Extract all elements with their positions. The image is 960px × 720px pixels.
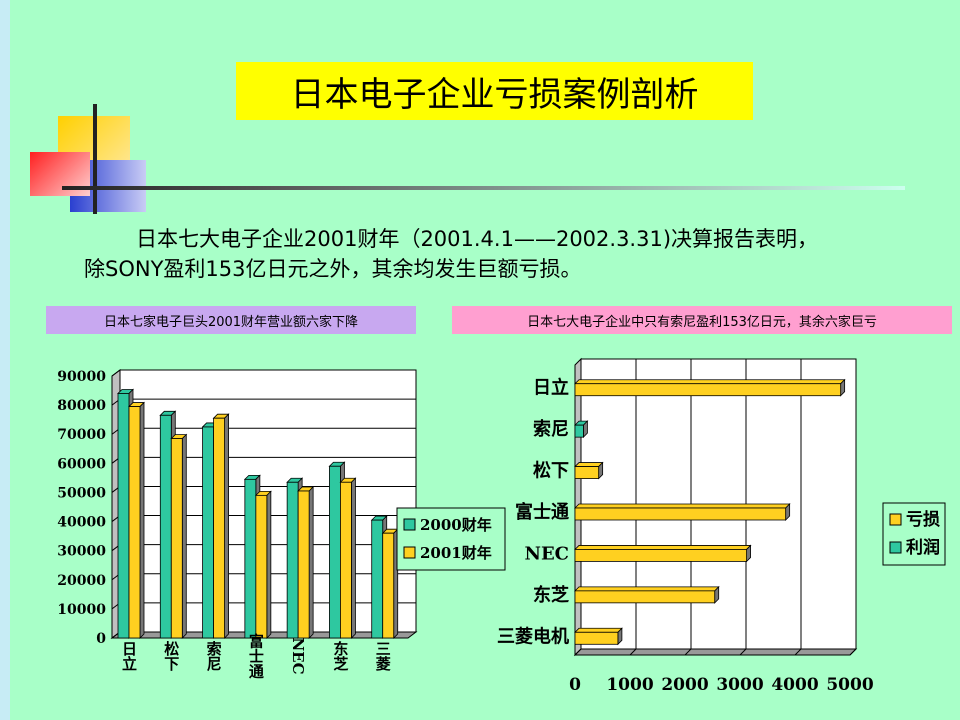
bar	[574, 507, 787, 521]
x-tick-label: 0	[569, 675, 581, 695]
x-tick-label: 2000	[661, 675, 708, 695]
legend-box	[396, 507, 506, 571]
bar	[213, 417, 225, 639]
x-tick-label: 松下	[162, 640, 180, 672]
y-tick-label: 松下	[533, 460, 569, 482]
bar	[340, 481, 352, 639]
bar	[371, 519, 384, 639]
legend-swatch	[403, 518, 416, 531]
y-tick-label: 40000	[57, 515, 106, 531]
bar	[159, 414, 172, 639]
x-tick-label: 东芝	[331, 640, 349, 672]
bar	[202, 426, 214, 639]
y-tick-label: 20000	[57, 573, 106, 589]
legend-swatch	[889, 513, 902, 526]
legend-box	[882, 502, 946, 566]
summary-line-2: 除SONY盈利153亿日元之外，其余均发生巨额亏损。	[84, 257, 582, 281]
x-tick-label: 5000	[826, 675, 873, 695]
gridline-diagonal	[849, 648, 857, 656]
bar	[574, 590, 716, 604]
y-tick-label: 30000	[57, 544, 106, 560]
summary-paragraph: 日本七大电子企业2001财年（2001.4.1——2002.3.31)决算报告表…	[84, 224, 944, 284]
deco-vertical-line	[93, 104, 97, 214]
bar	[329, 465, 341, 639]
legend-swatch	[403, 546, 416, 559]
bar	[382, 532, 395, 639]
bar	[170, 438, 183, 639]
right-chart-caption: 日本七大电子企业中只有索尼盈利153亿日元，其余六家巨亏	[452, 306, 952, 334]
bar	[117, 393, 130, 639]
bar-top	[574, 462, 604, 467]
bar	[574, 631, 619, 645]
divider-line	[62, 186, 905, 190]
left-edge-strip	[0, 0, 10, 720]
y-tick-label: 60000	[57, 456, 106, 472]
legend-swatch	[889, 541, 902, 554]
y-tick-label: 东芝	[533, 584, 569, 606]
bar	[574, 383, 842, 397]
bar-top	[574, 586, 720, 592]
left-chart-caption: 日本七家电子巨头2001财年营业额六家下降	[46, 306, 416, 334]
y-tick-label: 三菱电机	[497, 625, 569, 647]
y-tick-label: 80000	[57, 398, 106, 414]
bar	[128, 406, 141, 639]
bar	[574, 424, 584, 438]
gridline-diagonal	[684, 648, 692, 656]
bar-side	[266, 490, 272, 639]
bar	[574, 466, 600, 479]
bar	[244, 478, 257, 639]
bar	[297, 490, 310, 639]
bar	[286, 481, 299, 639]
bar-top	[574, 503, 791, 509]
summary-line-1: 日本七大电子企业2001财年（2001.4.1——2002.3.31)决算报告表…	[136, 227, 819, 251]
legend-label: 2000财年	[420, 516, 492, 534]
legend-label: 2001财年	[420, 544, 492, 562]
x-tick-label: 索尼	[205, 640, 223, 672]
page-title: 日本电子企业亏损案例剖析	[236, 62, 753, 120]
x-tick-label: NEC	[289, 637, 307, 674]
x-tick-label: 4000	[771, 675, 818, 695]
x-tick-label: 1000	[606, 675, 653, 695]
y-tick-label: 70000	[57, 427, 106, 443]
bar-side	[351, 477, 356, 639]
y-tick-label: 日立	[533, 377, 569, 399]
revenue-bar-chart: 90000 80000 70000 60000 50000 40000 30000 20000…	[57, 369, 506, 679]
bar-side	[224, 413, 229, 639]
gridline-diagonal	[794, 648, 802, 656]
bar-side	[181, 433, 187, 639]
x-tick-label: 三菱	[374, 641, 392, 672]
bar-top	[574, 627, 623, 633]
y-tick-label: 50000	[57, 485, 106, 501]
gridline-diagonal	[739, 648, 747, 656]
y-tick-label: 90000	[57, 369, 106, 385]
bar-side	[139, 401, 145, 639]
bar-top	[574, 379, 846, 385]
x-tick-label: 富士通	[247, 633, 265, 679]
bar	[574, 549, 748, 562]
y-tick-label: 索尼	[533, 418, 569, 440]
y-tick-label: 10000	[57, 602, 106, 618]
gridline-diagonal	[574, 648, 582, 656]
gridline-diagonal	[629, 648, 637, 656]
bar-top	[574, 545, 752, 550]
plot-floor	[573, 648, 858, 656]
x-tick-label: 3000	[716, 675, 763, 695]
bar	[255, 494, 268, 639]
y-tick-label: 0	[96, 631, 106, 647]
y-tick-label: NEC	[525, 543, 570, 564]
gridline-diagonal	[111, 369, 121, 377]
legend-label: 亏损	[906, 509, 940, 530]
legend-label: 利润	[906, 537, 940, 558]
bar-side	[308, 486, 314, 639]
y-tick-label: 富士通	[515, 501, 569, 523]
x-tick-label: 日立	[120, 641, 138, 671]
